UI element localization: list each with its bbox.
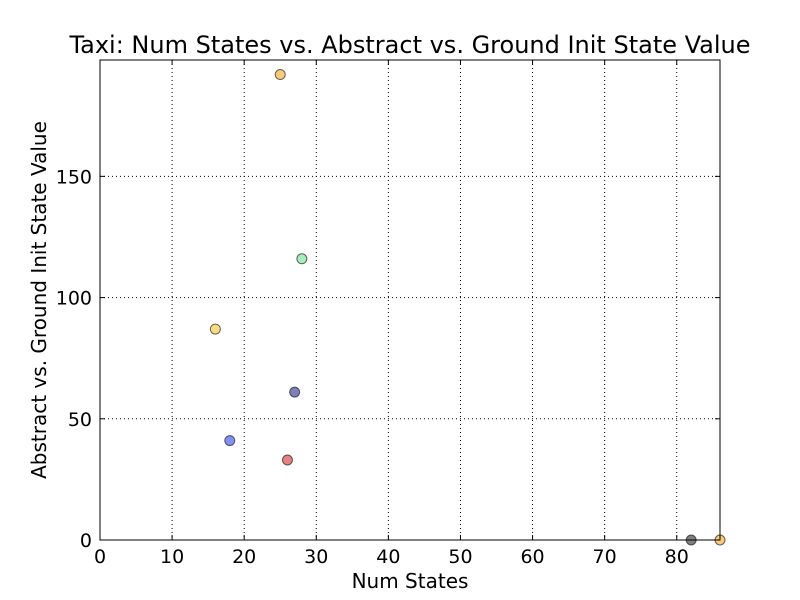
x-tick-label: 70 [593,546,617,568]
data-point [224,435,236,447]
y-axis-label: Abstract vs. Ground Init State Value [27,121,51,479]
x-tick-label: 0 [94,546,106,568]
data-points [209,69,726,546]
y-tick-label: 50 [68,409,92,431]
plot-area-frame [99,59,721,541]
chart-title: Taxi: Num States vs. Abstract vs. Ground… [68,31,750,59]
y-tick-label: 100 [56,288,92,310]
y-tick-label: 150 [56,166,92,188]
data-point [296,253,308,265]
x-axis-label: Num States [352,569,469,593]
y-axis-ticks: 0 50 100 150 [56,166,720,552]
data-point [209,323,221,335]
data-point [289,386,301,398]
data-point [274,69,286,81]
grid-lines [100,60,720,540]
y-tick-label: 0 [80,530,92,552]
x-tick-label: 10 [160,546,184,568]
x-tick-label: 50 [448,546,472,568]
x-tick-label: 40 [376,546,400,568]
data-point [281,454,293,466]
x-axis-ticks: 0 10 20 30 40 50 60 70 80 [94,60,689,568]
x-tick-label: 20 [232,546,256,568]
x-tick-label: 60 [520,546,544,568]
x-tick-label: 30 [304,546,328,568]
x-tick-label: 80 [665,546,689,568]
